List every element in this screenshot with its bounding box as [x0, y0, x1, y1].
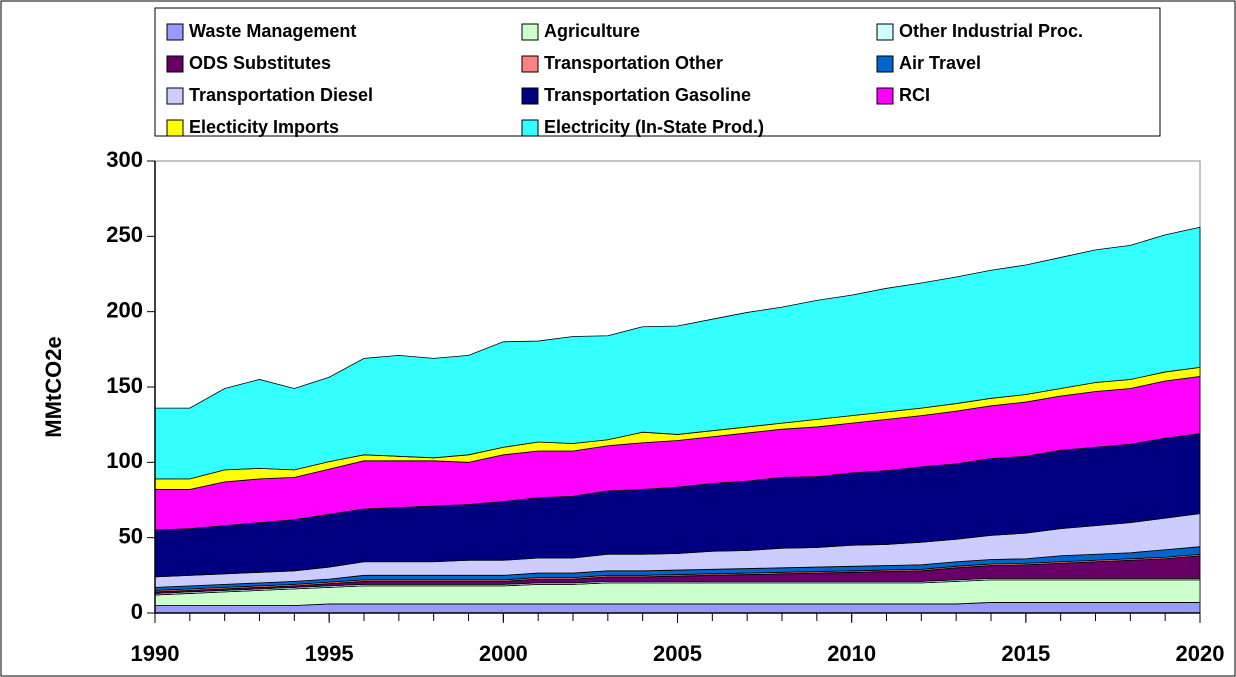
x-tick-label: 2000: [479, 641, 528, 666]
legend-label: Transportation Gasoline: [544, 85, 751, 105]
legend-swatch: [166, 87, 184, 105]
legend-swatch: [166, 119, 184, 137]
legend-label: Agriculture: [544, 21, 640, 41]
y-tick-label: 250: [106, 222, 143, 247]
x-tick-label: 1990: [131, 641, 180, 666]
legend-swatch: [166, 55, 184, 73]
y-tick-label: 150: [106, 373, 143, 398]
legend-swatch: [166, 23, 184, 41]
x-tick-label: 1995: [305, 641, 354, 666]
legend-label: ODS Substitutes: [189, 53, 331, 73]
y-tick-label: 200: [106, 297, 143, 322]
x-tick-label: 2020: [1176, 641, 1225, 666]
legend-label: Other Industrial Proc.: [899, 21, 1083, 41]
area: [154, 226, 1201, 480]
x-tick-label: 2005: [653, 641, 702, 666]
legend-swatch: [876, 23, 894, 41]
legend-swatch: [521, 55, 539, 73]
legend-label: Air Travel: [899, 53, 981, 73]
y-tick-label: 100: [106, 448, 143, 473]
legend-label: Transportation Diesel: [189, 85, 373, 105]
y-tick-label: 50: [119, 523, 143, 548]
legend-swatch: [521, 87, 539, 105]
y-tick-label: 0: [131, 599, 143, 624]
y-axis-label: MMtCO2e: [41, 336, 66, 437]
legend-swatch: [521, 119, 539, 137]
legend-label: Waste Management: [189, 21, 356, 41]
legend-swatch: [521, 23, 539, 41]
legend-label: Electricity (In-State Prod.): [544, 117, 764, 137]
legend-swatch: [876, 55, 894, 73]
y-tick-label: 300: [106, 147, 143, 172]
x-tick-label: 2010: [827, 641, 876, 666]
legend-label: Transportation Other: [544, 53, 723, 73]
legend-label: RCI: [899, 85, 930, 105]
x-tick-label: 2015: [1001, 641, 1050, 666]
legend-label: Electicity Imports: [189, 117, 339, 137]
legend-swatch: [876, 87, 894, 105]
legend-box: [154, 7, 1161, 137]
